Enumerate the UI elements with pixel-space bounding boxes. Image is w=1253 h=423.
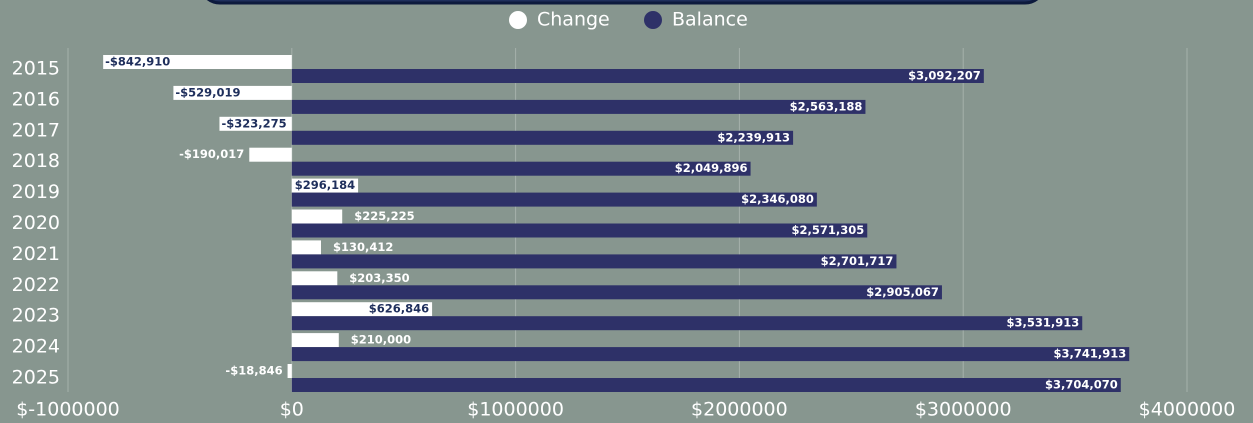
bar	[291, 285, 942, 300]
x-tick-label: $2000000	[691, 399, 788, 421]
bar	[291, 378, 1121, 392]
bar	[291, 254, 897, 269]
data-label: $3,741,913	[1053, 347, 1126, 361]
data-label: -$190,017	[179, 147, 244, 161]
data-label: $203,350	[349, 271, 409, 285]
bar	[291, 99, 866, 114]
bar	[291, 333, 339, 348]
y-tick-label: 2023	[12, 305, 60, 327]
data-label: $225,225	[354, 209, 414, 223]
y-tick-label: 2025	[12, 367, 60, 389]
bar	[291, 130, 794, 145]
bar	[291, 302, 433, 317]
bar	[103, 55, 292, 69]
data-label: -$842,910	[105, 55, 170, 69]
x-tick-label: $-1000000	[16, 399, 120, 421]
y-tick-label: 2015	[12, 58, 60, 80]
bar	[291, 223, 868, 238]
data-label: -$323,275	[221, 116, 286, 130]
header-banner	[206, 0, 1039, 5]
x-tick-label: $4000000	[1139, 399, 1236, 421]
legend-label: Change	[537, 9, 610, 31]
bar	[219, 116, 292, 131]
data-label: $210,000	[351, 333, 411, 347]
bar	[249, 147, 292, 162]
x-tick-label: $3000000	[915, 399, 1012, 421]
y-tick-label: 2021	[12, 243, 60, 265]
data-label: $2,701,717	[821, 254, 894, 268]
y-tick-label: 2024	[12, 336, 60, 358]
data-label: $130,412	[333, 240, 393, 254]
bar	[291, 69, 984, 83]
data-label: $3,704,070	[1045, 378, 1118, 392]
y-tick-label: 2018	[12, 150, 60, 172]
bar	[291, 347, 1130, 362]
data-label: $2,346,080	[741, 192, 814, 206]
bar	[291, 316, 1083, 331]
data-label: $2,571,305	[791, 223, 864, 237]
bar	[173, 85, 292, 100]
x-tick-label: $1000000	[467, 399, 564, 421]
data-label: $3,092,207	[908, 69, 981, 83]
data-label: $296,184	[295, 178, 355, 192]
bar	[287, 364, 292, 378]
bar	[291, 240, 321, 255]
data-label: -$529,019	[175, 85, 240, 99]
bar	[291, 192, 817, 207]
y-tick-label: 2019	[12, 181, 60, 203]
bar	[291, 178, 359, 193]
data-label: $2,905,067	[866, 285, 939, 299]
bar	[291, 161, 751, 176]
bar	[291, 271, 338, 286]
data-label: $626,846	[369, 302, 429, 316]
data-label: $2,049,896	[675, 161, 748, 175]
y-tick-label: 2016	[12, 88, 60, 110]
legend-swatch	[644, 11, 662, 29]
legend-label: Balance	[672, 9, 748, 31]
y-tick-label: 2017	[12, 119, 60, 141]
y-tick-label: 2022	[12, 274, 60, 296]
data-label: $2,239,913	[717, 130, 790, 144]
x-tick-label: $0	[280, 399, 304, 421]
y-tick-label: 2020	[12, 212, 60, 234]
legend-swatch	[509, 11, 527, 29]
data-label: $3,531,913	[1006, 316, 1079, 330]
data-label: -$18,846	[225, 364, 282, 378]
data-label: $2,563,188	[790, 99, 863, 113]
bar	[291, 209, 343, 224]
